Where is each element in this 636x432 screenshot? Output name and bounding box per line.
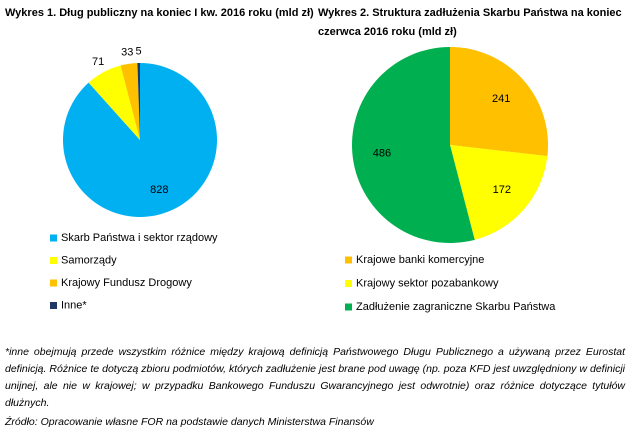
legend-marker xyxy=(50,279,57,287)
pie-slice xyxy=(450,47,548,157)
legend-label: Samorządy xyxy=(61,254,117,266)
footnote: *inne obejmują przede wszystkim różnice … xyxy=(5,346,625,409)
data-label: 241 xyxy=(492,93,510,105)
data-label: 33 xyxy=(121,46,133,58)
source: Źródło: Opracowanie własne FOR na podsta… xyxy=(5,416,374,428)
legend-label: Krajowe banki komercyjne xyxy=(356,254,484,266)
data-label: 828 xyxy=(150,184,168,196)
pie-slice xyxy=(351,47,475,244)
charts: 828 71 33 5 Skarb Państwa i sektor rządowy Sa… xyxy=(50,45,556,313)
legend-marker xyxy=(50,302,57,309)
chart-title: Wykres 1. Dług publiczny na koniec I kw.… xyxy=(5,7,314,19)
legend-label: Krajowy sektor pozabankowy xyxy=(356,277,499,289)
data-label: 5 xyxy=(135,45,141,57)
pie-slice xyxy=(88,65,140,140)
data-label: 71 xyxy=(92,56,104,68)
legend-marker xyxy=(345,256,352,264)
chart-title: Wykres 2. Struktura zadłużenia Skarbu Pa… xyxy=(318,7,622,38)
legend-label: Inne* xyxy=(61,299,87,311)
pie-slice xyxy=(450,145,548,240)
legend-label: Zadłużenie zagraniczne Skarbu Państwa xyxy=(356,301,556,313)
legend-label: Skarb Państwa i sektor rządowy xyxy=(61,232,218,244)
legend-label: Krajowy Fundusz Drogowy xyxy=(61,277,192,289)
data-label: 172 xyxy=(493,184,511,196)
data-label: 486 xyxy=(373,148,391,160)
legend-marker xyxy=(50,234,57,242)
pie-slice xyxy=(120,63,140,140)
legend-marker xyxy=(345,280,352,287)
pie-slice xyxy=(137,63,140,140)
legend-marker xyxy=(50,257,57,264)
legend-marker xyxy=(345,303,352,311)
